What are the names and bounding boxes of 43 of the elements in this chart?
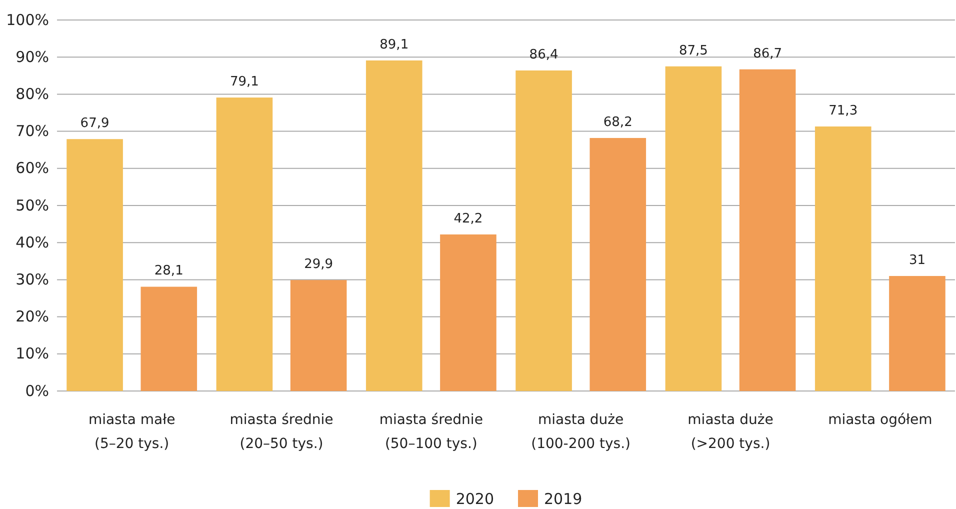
y-tick-label: 90% — [16, 48, 49, 66]
x-tick-label: miasta średnie (20–50 tys.) — [230, 412, 334, 452]
data-label: 86,4 — [529, 47, 558, 62]
data-label: 29,9 — [304, 257, 334, 272]
x-tick-label: miasta duże (>200 tys.) — [688, 412, 774, 452]
y-tick-label: 10% — [16, 344, 49, 363]
legend-label: 2019 — [544, 490, 582, 508]
data-label: 42,2 — [454, 211, 483, 226]
y-tick-label: 30% — [16, 270, 49, 288]
data-label: 87,5 — [678, 43, 708, 58]
bar — [814, 126, 872, 391]
x-tick-label: miasta średnie (50–100 tys.) — [379, 412, 483, 452]
data-label: 86,7 — [753, 46, 782, 62]
bar — [140, 286, 198, 391]
data-label: 68,2 — [603, 114, 632, 130]
x-tick-label: miasta małe (5–20 tys.) — [88, 412, 176, 452]
bar — [590, 138, 646, 391]
x-tick-label: miasta duże (100-200 tys.) — [531, 412, 631, 452]
data-label: 31 — [908, 252, 926, 268]
bar — [516, 70, 572, 391]
y-tick-label: 100% — [6, 10, 49, 29]
y-tick-label: 80% — [16, 85, 49, 103]
bar — [665, 66, 722, 391]
y-tick-label: 60% — [16, 159, 49, 178]
y-tick-label: 20% — [16, 308, 49, 326]
data-label: 28,1 — [154, 264, 184, 279]
y-tick-label: 70% — [16, 122, 49, 140]
bar — [216, 98, 273, 391]
y-tick-label: 40% — [16, 233, 49, 252]
bar — [66, 139, 123, 391]
data-label: 71,3 — [828, 103, 858, 118]
x-tick-label: miasta ogółem — [828, 412, 932, 428]
legend-label: 2020 — [456, 490, 494, 508]
bar — [440, 234, 496, 391]
y-tick-label: 0% — [25, 382, 49, 400]
bar — [889, 276, 946, 391]
data-label: 79,1 — [230, 74, 259, 90]
bar — [290, 280, 347, 391]
bar — [739, 69, 796, 391]
data-label: 67,9 — [80, 116, 110, 132]
bar — [366, 60, 422, 391]
data-label: 89,1 — [380, 37, 409, 52]
y-tick-label: 50% — [16, 196, 49, 214]
